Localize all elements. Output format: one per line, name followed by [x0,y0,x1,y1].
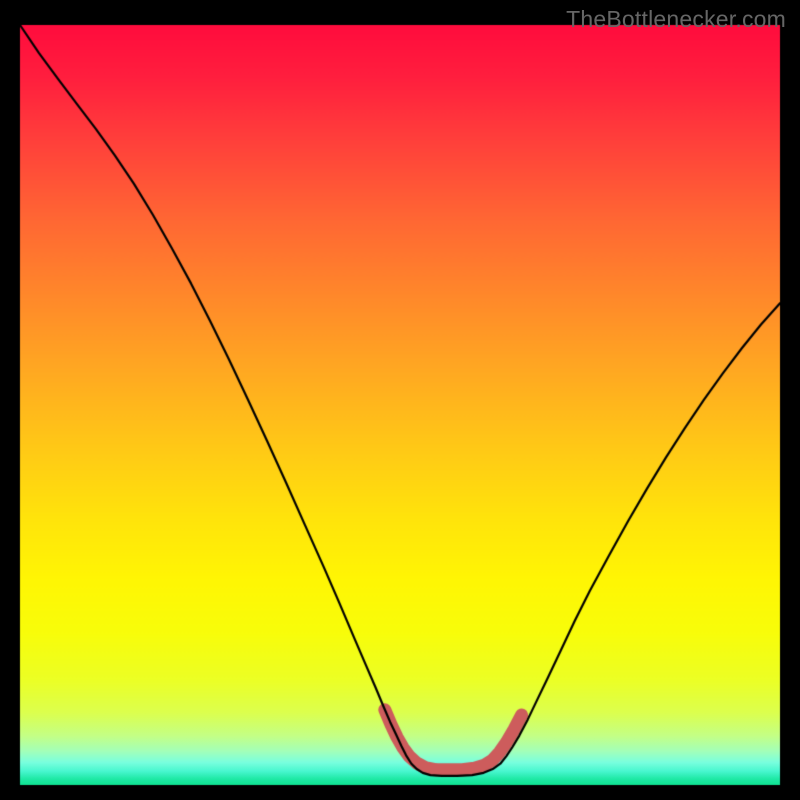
chart-stage: TheBottlenecker.com [0,0,800,800]
bottleneck-curve-chart [0,0,800,800]
watermark-label: TheBottlenecker.com [566,6,786,33]
